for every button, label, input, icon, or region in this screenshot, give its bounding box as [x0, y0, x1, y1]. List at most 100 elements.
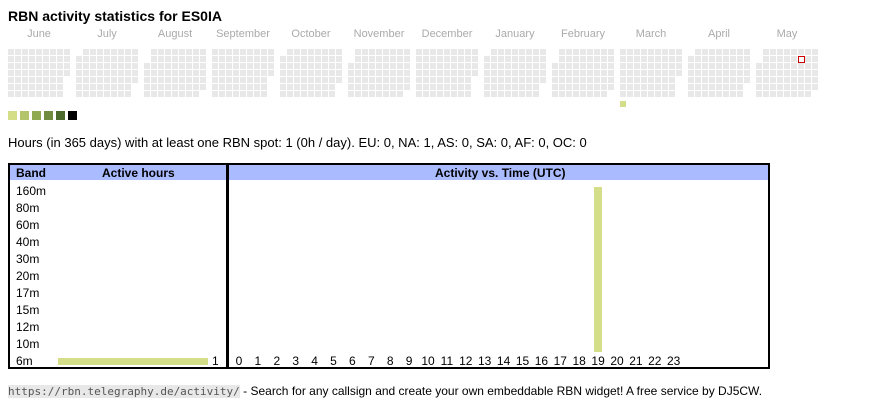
day-cell[interactable] — [430, 77, 436, 83]
day-cell[interactable] — [540, 70, 546, 76]
day-cell[interactable] — [601, 49, 607, 55]
day-cell[interactable] — [212, 63, 218, 69]
day-cell[interactable] — [777, 84, 783, 90]
day-cell[interactable] — [552, 77, 558, 83]
day-cell[interactable] — [437, 84, 443, 90]
day-cell[interactable] — [369, 63, 375, 69]
day-cell[interactable] — [390, 84, 396, 90]
day-cell[interactable] — [404, 77, 410, 83]
day-cell[interactable] — [233, 63, 239, 69]
day-cell[interactable] — [777, 70, 783, 76]
day-cell[interactable] — [627, 77, 633, 83]
day-cell[interactable] — [226, 77, 232, 83]
day-cell[interactable] — [491, 56, 497, 62]
day-cell[interactable] — [376, 70, 382, 76]
day-cell[interactable] — [233, 91, 239, 97]
day-cell[interactable] — [770, 84, 776, 90]
day-cell[interactable] — [15, 84, 21, 90]
day-cell[interactable] — [287, 77, 293, 83]
day-cell[interactable] — [57, 56, 63, 62]
day-cell[interactable] — [193, 49, 199, 55]
day-cell[interactable] — [812, 63, 818, 69]
day-cell[interactable] — [76, 56, 82, 62]
day-cell[interactable] — [83, 56, 89, 62]
day-cell[interactable] — [730, 70, 736, 76]
day-cell[interactable] — [43, 84, 49, 90]
day-cell[interactable] — [348, 63, 354, 69]
day-cell[interactable] — [132, 63, 138, 69]
day-cell[interactable] — [770, 77, 776, 83]
day-cell[interactable] — [118, 56, 124, 62]
day-cell[interactable] — [498, 63, 504, 69]
day-cell[interactable] — [805, 70, 811, 76]
day-cell[interactable] — [444, 63, 450, 69]
day-cell[interactable] — [8, 49, 14, 55]
day-cell[interactable] — [111, 49, 117, 55]
day-cell[interactable] — [662, 63, 668, 69]
day-cell[interactable] — [805, 63, 811, 69]
day-cell[interactable] — [329, 49, 335, 55]
day-cell[interactable] — [587, 49, 593, 55]
day-cell[interactable] — [465, 91, 471, 97]
day-cell[interactable] — [404, 70, 410, 76]
day-cell[interactable] — [22, 91, 28, 97]
day-cell[interactable] — [97, 84, 103, 90]
day-cell[interactable] — [83, 84, 89, 90]
day-cell[interactable] — [763, 77, 769, 83]
day-cell[interactable] — [322, 63, 328, 69]
day-cell[interactable] — [144, 63, 150, 69]
day-cell[interactable] — [104, 63, 110, 69]
day-cell[interactable] — [641, 84, 647, 90]
day-cell[interactable] — [812, 70, 818, 76]
day-cell[interactable] — [15, 70, 21, 76]
day-cell[interactable] — [294, 56, 300, 62]
day-cell[interactable] — [526, 84, 532, 90]
day-cell[interactable] — [362, 56, 368, 62]
day-cell[interactable] — [491, 49, 497, 55]
day-cell[interactable] — [355, 63, 361, 69]
day-cell[interactable] — [512, 63, 518, 69]
day-cell[interactable] — [559, 49, 565, 55]
day-cell[interactable] — [212, 84, 218, 90]
day-cell[interactable] — [798, 77, 804, 83]
day-cell[interactable] — [57, 63, 63, 69]
day-cell[interactable] — [212, 91, 218, 97]
day-cell[interactable] — [404, 63, 410, 69]
day-cell[interactable] — [437, 70, 443, 76]
day-cell[interactable] — [519, 77, 525, 83]
day-cell[interactable] — [498, 77, 504, 83]
day-cell[interactable] — [423, 70, 429, 76]
day-cell[interactable] — [172, 77, 178, 83]
day-cell[interactable] — [641, 49, 647, 55]
day-cell[interactable] — [193, 91, 199, 97]
day-cell[interactable] — [158, 63, 164, 69]
day-cell[interactable] — [805, 56, 811, 62]
day-cell[interactable] — [437, 77, 443, 83]
day-cell[interactable] — [329, 91, 335, 97]
day-cell[interactable] — [315, 63, 321, 69]
day-cell[interactable] — [662, 84, 668, 90]
day-cell[interactable] — [505, 77, 511, 83]
day-cell[interactable] — [287, 70, 293, 76]
day-cell[interactable] — [29, 63, 35, 69]
day-cell[interactable] — [526, 70, 532, 76]
day-cell[interactable] — [505, 70, 511, 76]
day-cell[interactable] — [763, 70, 769, 76]
day-cell[interactable] — [226, 63, 232, 69]
day-cell[interactable] — [648, 84, 654, 90]
day-cell[interactable] — [695, 84, 701, 90]
day-cell[interactable] — [233, 49, 239, 55]
day-cell[interactable] — [57, 84, 63, 90]
day-cell[interactable] — [620, 77, 626, 83]
day-cell[interactable] — [329, 63, 335, 69]
day-cell[interactable] — [151, 63, 157, 69]
day-cell[interactable] — [362, 91, 368, 97]
day-cell[interactable] — [376, 56, 382, 62]
day-cell[interactable] — [437, 49, 443, 55]
day-cell[interactable] — [552, 63, 558, 69]
day-cell[interactable] — [172, 70, 178, 76]
day-cell[interactable] — [594, 70, 600, 76]
day-cell[interactable] — [200, 70, 206, 76]
day-cell[interactable] — [294, 77, 300, 83]
day-cell[interactable] — [376, 84, 382, 90]
